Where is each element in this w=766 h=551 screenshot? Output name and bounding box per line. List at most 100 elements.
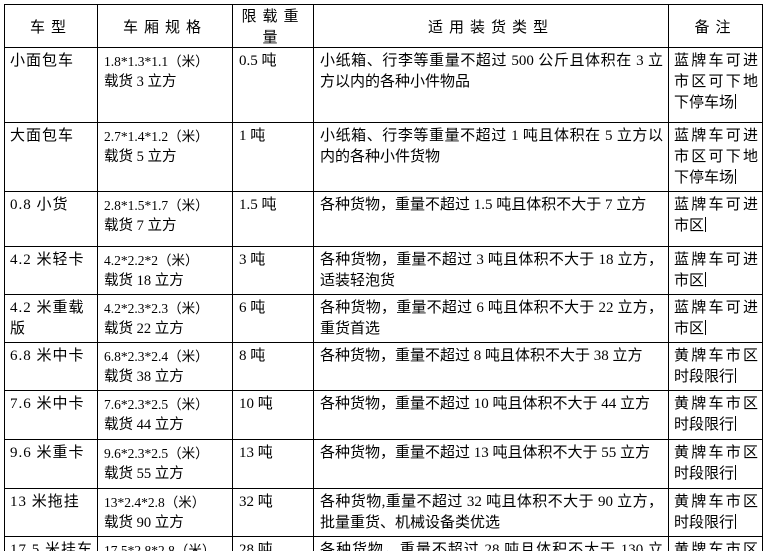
table-row: 0.8 小货 2.8*1.5*1.7（米） 载货 7 立方 1.5 吨 各种货物… — [4, 191, 763, 247]
cell-vehicle-type[interactable]: 17.5 米挂车 — [4, 536, 98, 551]
spec-dimensions: 2.7*1.4*1.2（米） — [104, 129, 209, 144]
cell-remark[interactable]: 黄牌车市区时段限行 — [668, 390, 763, 440]
cell-remark[interactable]: 蓝牌车可进市区 — [668, 191, 763, 247]
text-cursor — [705, 272, 707, 287]
remark-text: 黄牌车市区时段限行 — [674, 396, 758, 433]
cell-remark[interactable]: 蓝牌车可进市区 — [668, 246, 763, 295]
remark-text: 黄牌车市区时段限行 — [674, 494, 758, 531]
spec-dimensions: 9.6*2.3*2.5（米） — [104, 446, 209, 461]
cell-load-limit[interactable]: 0.5 吨 — [232, 47, 314, 123]
cell-cargo-type[interactable]: 各种货物，重量不超过 6 吨且体积不大于 22 立方，重货首选 — [313, 294, 669, 343]
remark-text: 蓝牌车可进市区 — [674, 300, 758, 337]
cell-vehicle-type[interactable]: 小面包车 — [4, 47, 98, 123]
cell-load-limit[interactable]: 10 吨 — [232, 390, 314, 440]
column-header-vehicle-type[interactable]: 车型 — [4, 4, 98, 48]
table-row: 4.2 米轻卡 4.2*2.2*2（米） 载货 18 立方 3 吨 各种货物，重… — [4, 246, 763, 295]
cell-load-limit[interactable]: 13 吨 — [232, 439, 314, 489]
cell-vehicle-type[interactable]: 9.6 米重卡 — [4, 439, 98, 489]
vehicle-spec-table: 车型 车厢规格 限载重量 适用装货类型 备注 小面包车 1.8*1.3*1.1（… — [4, 4, 763, 551]
cell-cargo-type[interactable]: 各种货物，重量不超过 3 吨且体积不大于 18 立方，适装轻泡货 — [313, 246, 669, 295]
remark-text: 蓝牌车可进市区可下地下停车场 — [674, 53, 758, 111]
cell-remark[interactable]: 黄牌车市区时段限行 — [668, 488, 763, 537]
cell-load-limit[interactable]: 1 吨 — [232, 122, 314, 192]
spec-volume: 载货 90 立方 — [104, 515, 184, 531]
cell-spec[interactable]: 4.2*2.3*2.3（米） 载货 22 立方 — [97, 294, 233, 343]
cell-vehicle-type[interactable]: 13 米拖挂 — [4, 488, 98, 537]
text-cursor — [735, 465, 737, 480]
cell-vehicle-type[interactable]: 6.8 米中卡 — [4, 342, 98, 391]
cell-spec[interactable]: 9.6*2.3*2.5（米） 载货 55 立方 — [97, 439, 233, 489]
cell-spec[interactable]: 17.5*2.8*2.8（米） 载货 130 立方 — [97, 536, 233, 551]
cell-remark[interactable]: 蓝牌车可进市区 — [668, 294, 763, 343]
table-row: 13 米拖挂 13*2.4*2.8（米） 载货 90 立方 32 吨 各种货物,… — [4, 488, 763, 537]
cell-load-limit[interactable]: 32 吨 — [232, 488, 314, 537]
remark-text: 黄牌车市区时段限行 — [674, 542, 758, 551]
cell-spec[interactable]: 4.2*2.2*2（米） 载货 18 立方 — [97, 246, 233, 295]
cell-vehicle-type[interactable]: 7.6 米中卡 — [4, 390, 98, 440]
text-cursor — [735, 416, 737, 431]
cell-cargo-type[interactable]: 各种货物，重量不超过 8 吨且体积不大于 38 立方 — [313, 342, 669, 391]
table-row: 7.6 米中卡 7.6*2.3*2.5（米） 载货 44 立方 10 吨 各种货… — [4, 390, 763, 440]
cell-remark[interactable]: 黄牌车市区时段限行 — [668, 439, 763, 489]
table-row: 大面包车 2.7*1.4*1.2（米） 载货 5 立方 1 吨 小纸箱、行李等重… — [4, 122, 763, 192]
remark-text: 蓝牌车可进市区可下地下停车场 — [674, 128, 758, 186]
table-header: 车型 车厢规格 限载重量 适用装货类型 备注 — [4, 4, 763, 48]
cell-cargo-type[interactable]: 各种货物,重量不超过 32 吨且体积不大于 90 立方，批量重货、机械设备类优选 — [313, 488, 669, 537]
cell-spec[interactable]: 1.8*1.3*1.1（米） 载货 3 立方 — [97, 47, 233, 123]
cell-cargo-type[interactable]: 各种货物，重量不超过 28 吨且体积不大于 130 立方，批量轻泡货、机械设备类… — [313, 536, 669, 551]
cell-cargo-type[interactable]: 小纸箱、行李等重量不超过 1 吨且体积在 5 立方以内的各种小件货物 — [313, 122, 669, 192]
table-row: 小面包车 1.8*1.3*1.1（米） 载货 3 立方 0.5 吨 小纸箱、行李… — [4, 47, 763, 123]
spec-volume: 载货 55 立方 — [104, 466, 184, 482]
remark-text: 黄牌车市区时段限行 — [674, 348, 758, 385]
text-cursor — [735, 94, 737, 109]
cell-vehicle-type[interactable]: 大面包车 — [4, 122, 98, 192]
spec-volume: 载货 7 立方 — [104, 218, 177, 234]
cell-cargo-type[interactable]: 各种货物，重量不超过 1.5 吨且体积不大于 7 立方 — [313, 191, 669, 247]
column-header-spec[interactable]: 车厢规格 — [97, 4, 233, 48]
cell-spec[interactable]: 2.7*1.4*1.2（米） 载货 5 立方 — [97, 122, 233, 192]
cell-vehicle-type[interactable]: 4.2 米重载版 — [4, 294, 98, 343]
spec-volume: 载货 18 立方 — [104, 273, 184, 289]
cell-vehicle-type[interactable]: 0.8 小货 — [4, 191, 98, 247]
table-row: 4.2 米重载版 4.2*2.3*2.3（米） 载货 22 立方 6 吨 各种货… — [4, 294, 763, 343]
column-header-cargo-type[interactable]: 适用装货类型 — [313, 4, 669, 48]
spec-dimensions: 4.2*2.3*2.3（米） — [104, 301, 209, 316]
cell-load-limit[interactable]: 6 吨 — [232, 294, 314, 343]
cell-remark[interactable]: 蓝牌车可进市区可下地下停车场 — [668, 122, 763, 192]
cell-spec[interactable]: 13*2.4*2.8（米） 载货 90 立方 — [97, 488, 233, 537]
cell-remark[interactable]: 黄牌车市区时段限行 — [668, 342, 763, 391]
cell-remark[interactable]: 黄牌车市区时段限行 — [668, 536, 763, 551]
table-row: 9.6 米重卡 9.6*2.3*2.5（米） 载货 55 立方 13 吨 各种货… — [4, 439, 763, 489]
cell-load-limit[interactable]: 28 吨 — [232, 536, 314, 551]
header-row: 车型 车厢规格 限载重量 适用装货类型 备注 — [4, 4, 763, 48]
spec-volume: 载货 22 立方 — [104, 321, 184, 337]
spec-dimensions: 1.8*1.3*1.1（米） — [104, 54, 209, 69]
cell-cargo-type[interactable]: 各种货物，重量不超过 13 吨且体积不大于 55 立方 — [313, 439, 669, 489]
cell-load-limit[interactable]: 8 吨 — [232, 342, 314, 391]
cell-load-limit[interactable]: 3 吨 — [232, 246, 314, 295]
remark-text: 蓝牌车可进市区 — [674, 252, 758, 289]
cell-load-limit[interactable]: 1.5 吨 — [232, 191, 314, 247]
text-cursor — [735, 368, 737, 383]
cell-spec[interactable]: 2.8*1.5*1.7（米） 载货 7 立方 — [97, 191, 233, 247]
cell-cargo-type[interactable]: 小纸箱、行李等重量不超过 500 公斤且体积在 3 立方以内的各种小件物品 — [313, 47, 669, 123]
column-header-load-limit[interactable]: 限载重量 — [232, 4, 314, 48]
spec-dimensions: 4.2*2.2*2（米） — [104, 253, 199, 268]
table-row: 6.8 米中卡 6.8*2.3*2.4（米） 载货 38 立方 8 吨 各种货物… — [4, 342, 763, 391]
remark-text: 蓝牌车可进市区 — [674, 197, 758, 234]
cell-spec[interactable]: 6.8*2.3*2.4（米） 载货 38 立方 — [97, 342, 233, 391]
text-cursor — [705, 217, 707, 232]
text-cursor — [735, 169, 737, 184]
cell-remark[interactable]: 蓝牌车可进市区可下地下停车场 — [668, 47, 763, 123]
remark-text: 黄牌车市区时段限行 — [674, 445, 758, 482]
cell-cargo-type[interactable]: 各种货物，重量不超过 10 吨且体积不大于 44 立方 — [313, 390, 669, 440]
text-cursor — [705, 320, 707, 335]
spec-dimensions: 6.8*2.3*2.4（米） — [104, 349, 209, 364]
cell-vehicle-type[interactable]: 4.2 米轻卡 — [4, 246, 98, 295]
spec-volume: 载货 5 立方 — [104, 149, 177, 165]
cell-spec[interactable]: 7.6*2.3*2.5（米） 载货 44 立方 — [97, 390, 233, 440]
column-header-remark[interactable]: 备注 — [668, 4, 763, 48]
table-row: 17.5 米挂车 17.5*2.8*2.8（米） 载货 130 立方 28 吨 … — [4, 536, 763, 551]
text-cursor — [735, 514, 737, 529]
